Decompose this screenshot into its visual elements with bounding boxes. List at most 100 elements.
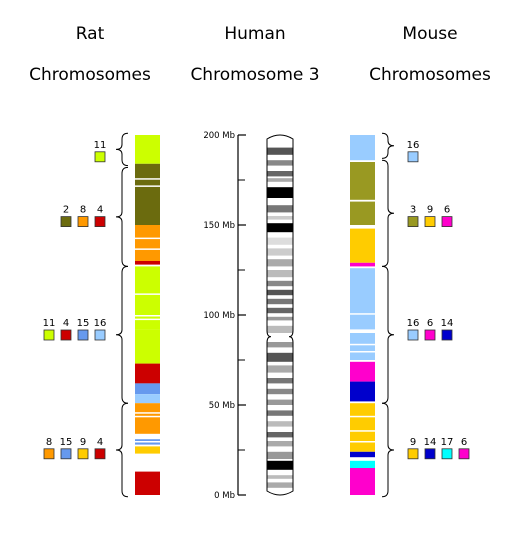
rat-legend-swatch: [43, 448, 55, 460]
mouse-legend-number: 9: [410, 437, 416, 448]
mouse-brace: [381, 132, 395, 159]
mouse-legend-swatch: [407, 329, 419, 341]
human-band: [267, 352, 293, 362]
human-band: [267, 475, 293, 479]
rat-block: [135, 446, 160, 454]
rat-legend-swatch: [94, 448, 106, 460]
human-band: [267, 270, 293, 278]
rat-legend-number: 8: [46, 437, 52, 448]
mouse-brace: [381, 159, 395, 267]
mouse-legend-number: 6: [461, 437, 467, 448]
human-band: [267, 460, 293, 470]
human-band: [267, 298, 293, 305]
rat-legend-swatch: [94, 151, 106, 163]
rat-block: [135, 471, 160, 495]
mouse-legend-number: 9: [427, 205, 433, 216]
rat-legend-number: 9: [80, 437, 86, 448]
human-band: [267, 388, 293, 395]
rat-block: [135, 225, 160, 261]
human-chromosome-outline: [266, 134, 294, 496]
rat-block: [135, 383, 160, 395]
rat-block: [135, 423, 160, 434]
mouse-separator: [350, 430, 375, 432]
human-band: [267, 342, 293, 348]
human-band: [267, 289, 293, 296]
rat-block: [135, 163, 160, 189]
human-band: [267, 365, 293, 373]
human-band: [267, 216, 293, 220]
rat-separator: [135, 318, 160, 321]
human-band: [267, 147, 293, 155]
mouse-block: [350, 268, 375, 330]
rat-separator: [135, 412, 160, 414]
axis-tick-label: 150 Mb: [203, 221, 235, 231]
mouse-block: [350, 162, 375, 200]
mouse-legend-number: 6: [444, 205, 450, 216]
human-band: [267, 482, 293, 488]
mouse-block: [350, 201, 375, 225]
rat-legend-number: 16: [94, 318, 107, 329]
rat-legend-swatch: [60, 329, 72, 341]
mouse-legend-number: 14: [441, 318, 454, 329]
human-band: [267, 316, 293, 321]
rat-block: [135, 135, 160, 164]
human-band: [267, 259, 293, 267]
human-band: [267, 378, 293, 384]
human-band: [267, 160, 293, 166]
mouse-block: [350, 361, 375, 382]
axis-tick-label: 50 Mb: [209, 401, 235, 411]
mouse-legend-number: 17: [441, 437, 454, 448]
mouse-block: [350, 135, 375, 161]
human-band: [267, 237, 293, 245]
rat-legend-number: 4: [97, 437, 103, 448]
mouse-legend-swatch: [441, 448, 453, 460]
mouse-legend-number: 16: [407, 140, 420, 151]
mouse-separator: [350, 313, 375, 315]
mouse-block: [350, 468, 375, 495]
human-band: [267, 325, 293, 333]
human-band: [267, 307, 293, 314]
mouse-separator: [350, 415, 375, 418]
rat-brace: [115, 132, 129, 167]
rat-separator: [135, 237, 160, 240]
rat-legend-swatch: [60, 216, 72, 228]
rat-block: [135, 394, 160, 404]
rat-separator: [135, 248, 160, 250]
rat-block: [135, 363, 160, 384]
mouse-block: [350, 262, 375, 267]
mouse-legend-number: 14: [424, 437, 437, 448]
rat-block: [135, 189, 160, 225]
rat-legend-number: 4: [63, 318, 69, 329]
rat-brace: [115, 265, 129, 404]
mouse-legend-number: 3: [410, 205, 416, 216]
rat-legend-number: 15: [77, 318, 90, 329]
rat-separator: [135, 415, 160, 418]
human-band: [267, 205, 293, 213]
mouse-legend-swatch: [424, 329, 436, 341]
human-band: [267, 451, 293, 459]
rat-brace: [115, 402, 129, 498]
rat-legend-swatch: [43, 329, 55, 341]
human-band: [267, 432, 293, 438]
mouse-brace: [381, 265, 395, 404]
mouse-heading-line2: Chromosomes: [369, 65, 491, 85]
mouse-legend-number: 16: [407, 318, 420, 329]
human-band: [267, 280, 293, 287]
mouse-legend-swatch: [407, 216, 419, 228]
rat-separator: [135, 178, 160, 180]
mouse-block: [350, 381, 375, 402]
rat-block: [135, 261, 160, 265]
human-band: [267, 399, 293, 405]
rat-legend-swatch: [77, 216, 89, 228]
mouse-legend-swatch: [441, 329, 453, 341]
rat-legend-number: 2: [63, 205, 69, 216]
rat-legend-swatch: [77, 329, 89, 341]
human-band: [267, 187, 293, 198]
mouse-legend-swatch: [458, 448, 470, 460]
rat-separator: [135, 293, 160, 295]
mouse-block: [350, 228, 375, 263]
rat-separator: [135, 185, 160, 187]
mouse-legend-swatch: [441, 216, 453, 228]
human-band: [267, 441, 293, 447]
axis-tick-label: 0 Mb: [214, 491, 235, 501]
